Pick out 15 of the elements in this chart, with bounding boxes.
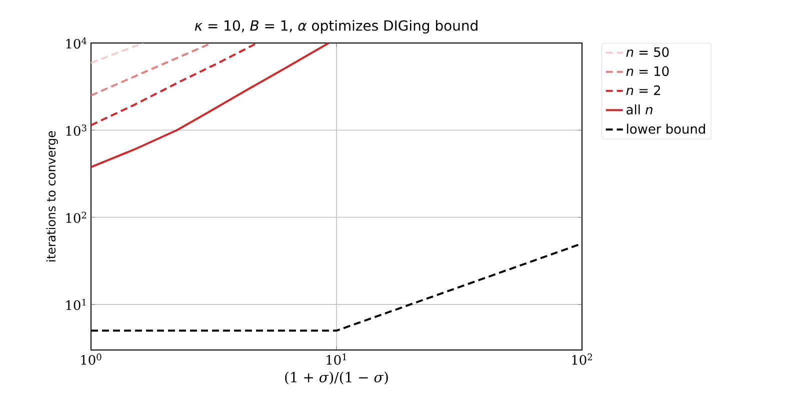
legend-label: n = 10 xyxy=(626,66,669,76)
legend-label: n = 2 xyxy=(626,85,660,95)
y-axis-title: iterations to converge xyxy=(46,131,58,262)
legend-label: lower bound xyxy=(627,124,705,134)
chart-title: κ = 10, B = 1, α optimizes DIGing bound xyxy=(194,20,478,34)
x-tick-label: 10$^{2}$ xyxy=(572,354,592,365)
legend-label: all n xyxy=(626,104,652,114)
x-tick-label: 10$^{1}$ xyxy=(326,354,346,365)
x-tick-label: 10$^{0}$ xyxy=(81,354,102,365)
x-axis-title: (1 + σ)/(1 − σ) xyxy=(285,372,388,384)
legend-label: n = 50 xyxy=(626,47,669,57)
y-tick-label: 10$^{2}$ xyxy=(66,212,86,223)
y-tick-label: 10$^{4}$ xyxy=(66,37,87,49)
y-tick-label: 10$^{3}$ xyxy=(66,124,86,136)
y-tick-label: 10$^{1}$ xyxy=(66,298,86,310)
